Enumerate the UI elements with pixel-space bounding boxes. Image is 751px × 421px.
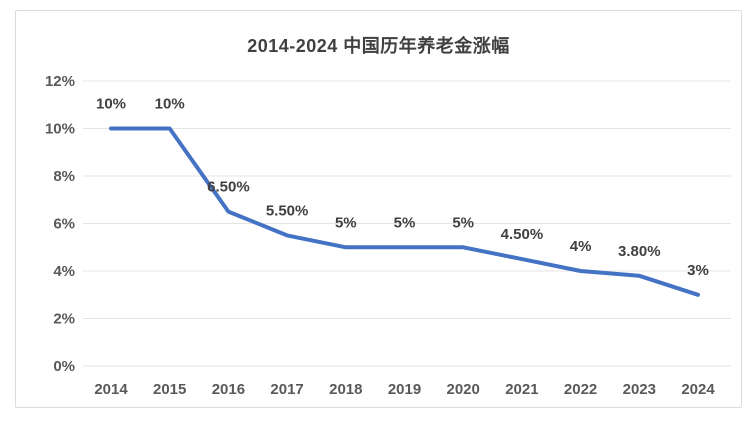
data-point-label: 10% [155, 96, 185, 113]
y-axis-tick-label: 2% [53, 311, 75, 328]
chart-container: 2014-2024 中国历年养老金涨幅 12% 10% 8% 6% 4% 2% 0% 2014… [15, 10, 742, 408]
trend-line [109, 126, 700, 297]
data-point-label: 4% [570, 238, 592, 255]
data-point-label: 5% [335, 214, 357, 231]
y-axis-tick-label: 4% [53, 263, 75, 280]
x-axis-tick-label: 2015 [153, 381, 186, 398]
x-axis-tick-label: 2024 [681, 381, 715, 398]
x-axis-tick-label: 2023 [623, 381, 656, 398]
y-axis-tick-label: 10% [45, 121, 75, 138]
data-point-label: 5% [452, 214, 474, 231]
x-axis-tick-label: 2022 [564, 381, 597, 398]
data-point-label: 5.50% [266, 202, 309, 219]
y-axis-tick-label: 8% [53, 168, 75, 185]
y-axis-tick-label: 12% [45, 73, 75, 90]
data-point-label: 10% [96, 96, 126, 113]
data-point-label: 6.50% [207, 179, 250, 196]
x-axis-tick-label: 2016 [212, 381, 245, 398]
x-axis-tick-label: 2021 [505, 381, 538, 398]
data-point-label: 3% [687, 262, 709, 279]
chart-title: 2014-2024 中国历年养老金涨幅 [247, 36, 510, 56]
x-axis-tick-label: 2020 [447, 381, 480, 398]
x-axis-tick-label: 2014 [94, 381, 128, 398]
data-point-label: 3.80% [618, 243, 661, 260]
data-point-label: 4.50% [501, 226, 544, 243]
x-axis-tick-label: 2019 [388, 381, 421, 398]
x-axis-tick-label: 2018 [329, 381, 362, 398]
y-axis-tick-label: 0% [53, 358, 75, 375]
y-axis-tick-label: 6% [53, 216, 75, 233]
data-point-label: 5% [394, 214, 416, 231]
pension-growth-line-chart: 12% 10% 8% 6% 4% 2% 0% 2014 2015 2016 2017 2018 2019… [45, 73, 731, 398]
x-axis-tick-label: 2017 [270, 381, 303, 398]
